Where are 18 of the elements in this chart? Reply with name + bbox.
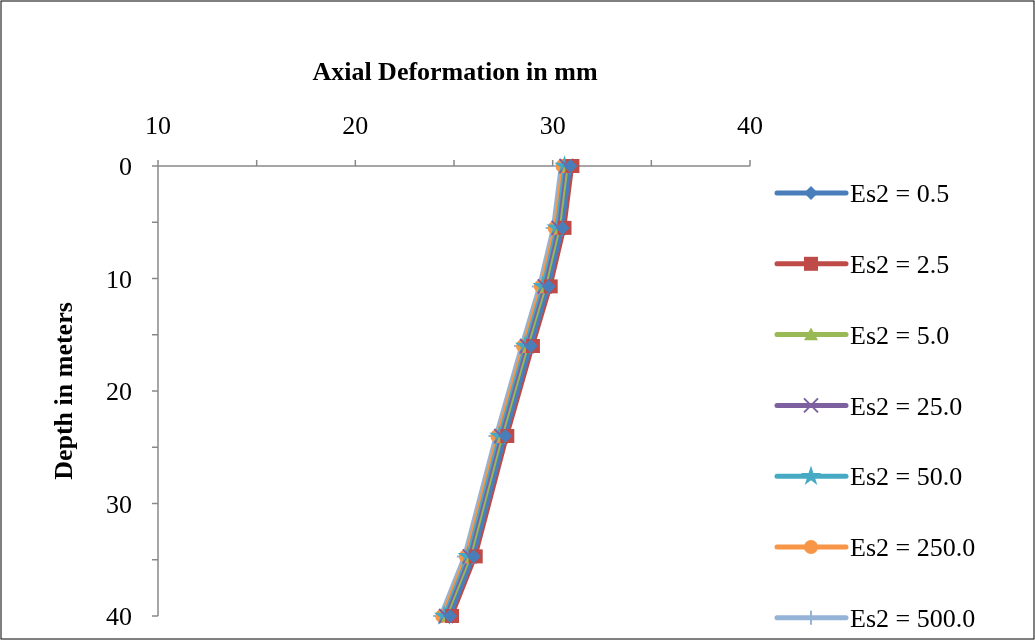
x-tick-label: 30 [539,111,566,140]
y-axis-title: Depth in meters [49,302,78,480]
chart-title: Axial Deformation in mm [312,57,598,86]
y-tick-label: 30 [106,489,132,519]
legend-label: Es2 = 500.0 [850,603,976,633]
legend-label: Es2 = 2.5 [850,249,950,279]
y-tick-label: 0 [119,152,132,182]
y-tick-label: 40 [106,602,132,632]
legend-label: Es2 = 5.0 [850,320,950,350]
legend-label: Es2 = 0.5 [850,179,950,209]
legend-label: Es2 = 250.0 [850,533,976,563]
x-tick-label: 20 [342,111,369,140]
y-tick-label: 10 [106,264,132,294]
legend-label: Es2 = 50.0 [850,462,963,492]
legend-label: Es2 = 25.0 [850,391,963,421]
x-tick-label: 10 [145,111,171,140]
x-tick-label: 40 [737,111,763,140]
y-tick-label: 20 [106,377,132,407]
